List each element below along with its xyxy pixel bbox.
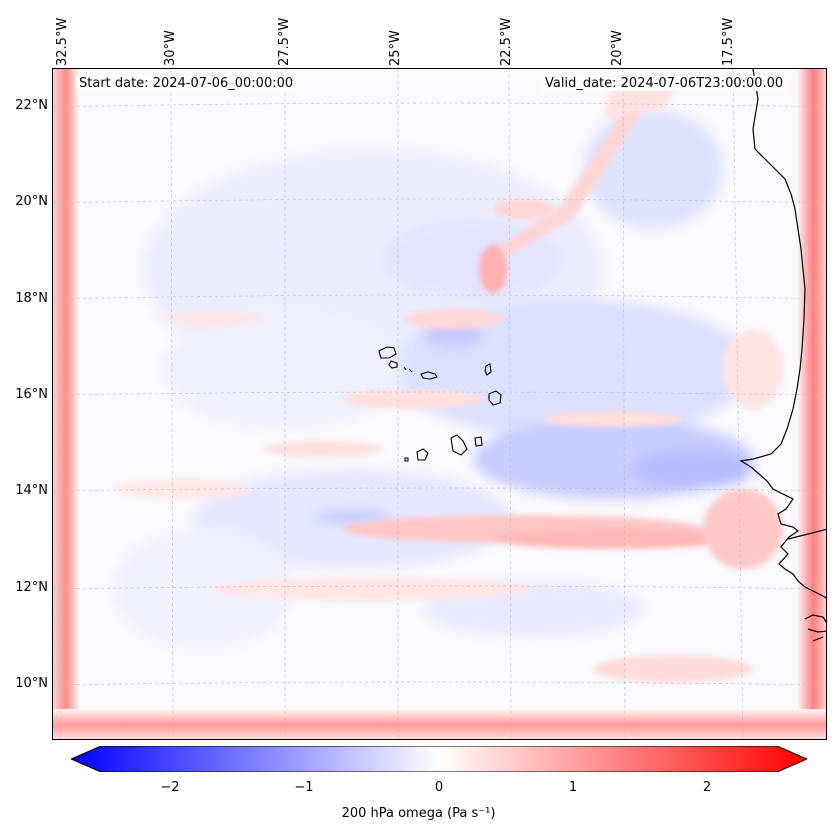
right-boundary-band bbox=[798, 69, 826, 739]
lon-label-22.5w: 22.5°W bbox=[499, 17, 514, 66]
bottom-boundary-band bbox=[53, 709, 826, 739]
graticule bbox=[53, 69, 826, 739]
colorbar bbox=[71, 746, 807, 772]
lon-label-30w: 30°W bbox=[163, 30, 178, 66]
colorbar-tick-neg1: −1 bbox=[294, 780, 314, 795]
cape-verde-islands bbox=[378, 346, 502, 462]
lon-label-25w: 25°W bbox=[388, 30, 403, 66]
lat-label-20n: 20°N bbox=[15, 194, 48, 209]
subsidence-areas bbox=[113, 109, 753, 649]
lat-label-22n: 22°N bbox=[15, 98, 48, 113]
lat-label-18n: 18°N bbox=[15, 291, 48, 306]
colorbar-tick-neg2: −2 bbox=[160, 780, 180, 795]
left-boundary-band bbox=[53, 69, 79, 739]
valid-date-label: Valid_date: 2024-07-06T23:00:00.00 bbox=[542, 76, 787, 91]
lon-label-27.5w: 27.5°W bbox=[277, 17, 292, 66]
start-date-label: Start date: 2024-07-06_00:00:00 bbox=[76, 76, 297, 91]
lat-label-16n: 16°N bbox=[15, 387, 48, 402]
lon-label-17.5w: 17.5°W bbox=[721, 17, 736, 66]
lat-label-12n: 12°N bbox=[15, 580, 48, 595]
omega-field bbox=[53, 69, 826, 739]
lat-label-14n: 14°N bbox=[15, 483, 48, 498]
colorbar-tick-0: 0 bbox=[434, 780, 444, 795]
ascent-areas bbox=[113, 79, 783, 683]
colorbar-label: 200 hPa omega (Pa s⁻¹) bbox=[341, 806, 496, 821]
colorbar-fill bbox=[71, 746, 807, 772]
lat-label-10n: 10°N bbox=[15, 676, 48, 691]
lon-label-32.5w: 32.5°W bbox=[55, 17, 70, 66]
colorbar-tick-2: 2 bbox=[702, 780, 712, 795]
map-panel bbox=[52, 68, 827, 740]
gambia-coast bbox=[787, 528, 826, 540]
colorbar-tick-1: 1 bbox=[568, 780, 578, 795]
africa-coastline bbox=[739, 69, 826, 599]
lon-label-20w: 20°W bbox=[610, 30, 625, 66]
bijagos-islands bbox=[804, 614, 826, 642]
